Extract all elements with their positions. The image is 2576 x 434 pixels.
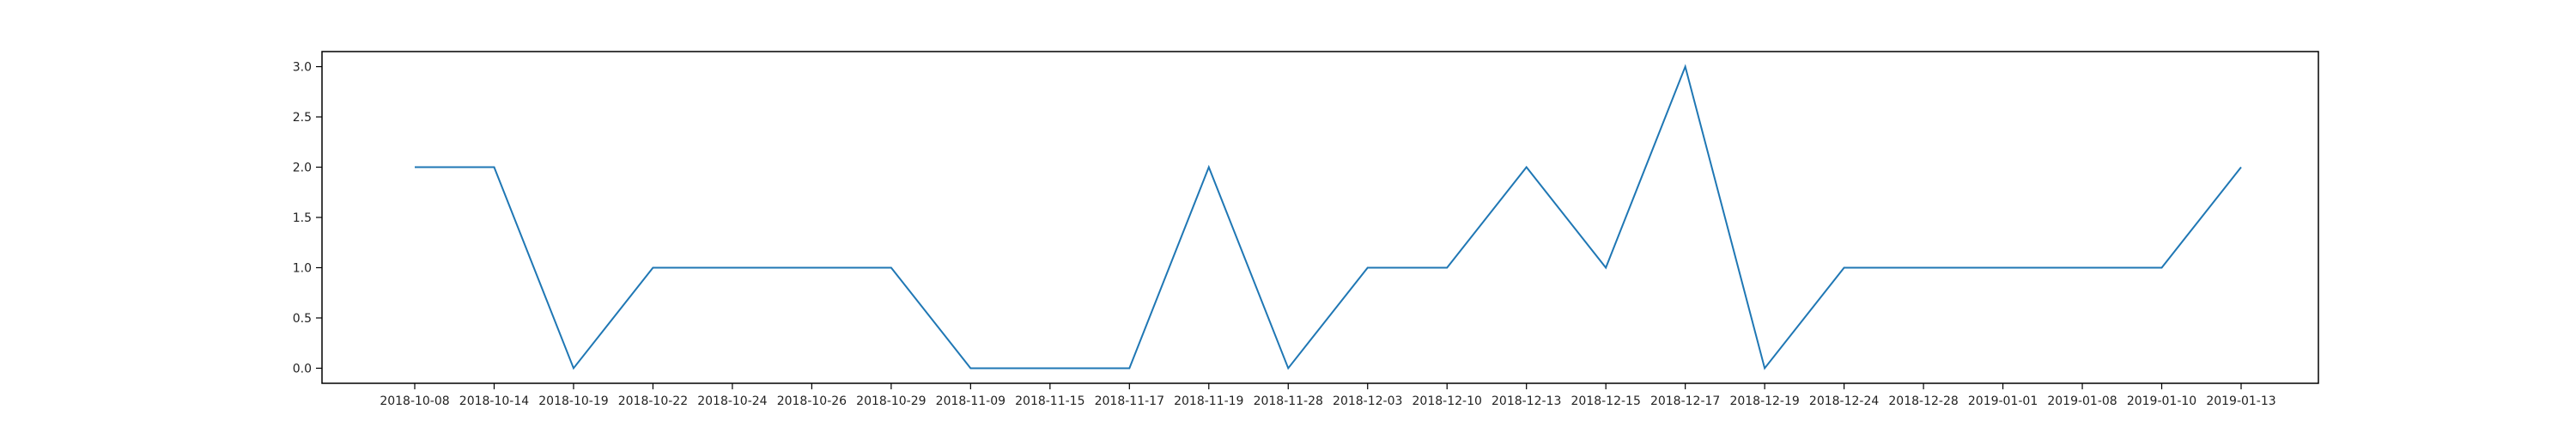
x-tick-label: 2018-11-19 [1174, 394, 1243, 408]
x-tick-label: 2019-01-08 [2047, 394, 2117, 408]
y-tick-label: 0.5 [293, 312, 312, 326]
x-tick-label: 2018-10-19 [538, 394, 608, 408]
x-tick-label: 2018-10-24 [697, 394, 767, 408]
x-tick-label: 2018-12-13 [1492, 394, 1561, 408]
y-tick-label: 2.5 [293, 111, 312, 125]
x-tick-label: 2018-12-03 [1333, 394, 1402, 408]
x-tick-label: 2018-10-22 [618, 394, 688, 408]
x-tick-label: 2018-11-09 [936, 394, 1005, 408]
x-tick-label: 2018-12-10 [1413, 394, 1482, 408]
y-tick-label: 1.5 [293, 211, 312, 225]
x-tick-label: 2019-01-01 [1968, 394, 2038, 408]
y-tick-label: 3.0 [293, 61, 312, 75]
x-tick-label: 2018-11-17 [1095, 394, 1164, 408]
x-tick-label: 2018-12-19 [1729, 394, 1799, 408]
x-axis: 2018-10-08 2018-10-14 2018-10-19 2018-10-22… [380, 383, 2275, 408]
x-tick-label: 2019-01-10 [2127, 394, 2196, 408]
x-tick-label: 2018-12-15 [1571, 394, 1640, 408]
x-tick-label: 2018-12-28 [1888, 394, 1958, 408]
x-tick-label: 2018-11-28 [1254, 394, 1323, 408]
x-tick-label: 2018-10-29 [856, 394, 926, 408]
y-tick-label: 0.0 [293, 362, 312, 376]
plot-area [322, 52, 2318, 383]
y-tick-label: 1.0 [293, 261, 312, 275]
x-tick-label: 2019-01-13 [2206, 394, 2275, 408]
x-tick-label: 2018-12-17 [1650, 394, 1720, 408]
y-tick-label: 2.0 [293, 162, 312, 175]
x-tick-label: 2018-11-15 [1015, 394, 1084, 408]
x-tick-label: 2018-10-26 [777, 394, 847, 408]
x-tick-label: 2018-10-14 [459, 394, 529, 408]
y-axis: 0.0 0.5 1.0 1.5 2.0 2.5 3.0 [293, 61, 322, 376]
x-tick-label: 2018-12-24 [1809, 394, 1879, 408]
x-tick-label: 2018-10-08 [380, 394, 449, 408]
